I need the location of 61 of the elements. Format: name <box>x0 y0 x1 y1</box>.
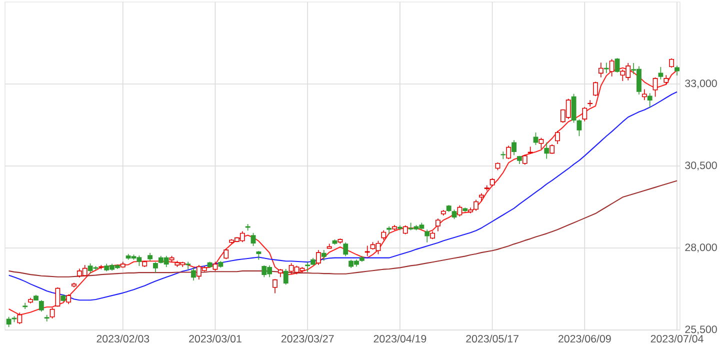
candlestick <box>642 88 647 100</box>
candlestick <box>522 154 528 166</box>
y-tick-label: 30,500 <box>685 162 717 170</box>
candlestick <box>66 294 72 304</box>
x-tick-label: 2023/03/27 <box>281 334 334 343</box>
candlestick <box>576 119 582 137</box>
candlestick <box>664 74 669 86</box>
candlestick <box>512 140 516 156</box>
candlestick <box>153 262 158 273</box>
candlestick <box>588 100 593 108</box>
y-tick-label: 28,000 <box>685 244 717 252</box>
candlestick <box>604 62 609 74</box>
candlestick <box>50 307 55 319</box>
x-tick-label: 2023/05/17 <box>466 334 518 343</box>
x-tick-label: 2023/04/19 <box>374 334 426 343</box>
candlestick <box>555 130 560 144</box>
y-tick-label: 33,000 <box>685 80 717 88</box>
candlestick <box>544 142 550 160</box>
candlestick <box>474 199 478 212</box>
candlestick <box>272 278 278 294</box>
candlestick <box>283 268 288 286</box>
candlestick <box>593 81 598 97</box>
candlestick <box>386 226 392 235</box>
candlestick <box>658 66 664 80</box>
candlestick <box>22 302 28 310</box>
candlestick <box>436 218 440 232</box>
candlestick <box>538 137 544 150</box>
candlestick <box>647 92 652 108</box>
y-tick-label: 25,500 <box>685 326 717 334</box>
candlestick <box>343 242 348 257</box>
candlestick <box>191 267 196 281</box>
candlestick <box>6 316 12 328</box>
candlestick <box>598 62 604 78</box>
candlestick <box>38 300 44 312</box>
candlestick <box>550 144 555 154</box>
x-tick-label: 2023/03/01 <box>189 334 242 343</box>
candlestick <box>652 77 658 98</box>
candlestick <box>381 230 386 241</box>
candlestick <box>452 209 457 220</box>
candlestick <box>250 232 256 246</box>
candlestick <box>674 65 680 76</box>
candlestick <box>506 145 512 160</box>
candlestick <box>424 229 430 243</box>
candlestick <box>17 312 22 324</box>
candlestick <box>582 106 588 122</box>
candlestick <box>55 286 60 308</box>
candlestick <box>224 248 229 260</box>
candlestick <box>364 245 370 257</box>
candlestick <box>609 58 614 77</box>
candlestick <box>614 58 620 73</box>
candlestick <box>186 261 191 270</box>
candlestick <box>321 250 326 262</box>
candlestick <box>533 132 538 146</box>
x-tick-label: 2023/06/09 <box>558 334 611 343</box>
x-tick-label: 2023/07/04 <box>650 334 704 343</box>
candlestick <box>571 93 576 124</box>
candlestick <box>457 204 462 217</box>
candlestick <box>669 58 674 68</box>
candlestick <box>316 250 321 266</box>
candlestick <box>212 261 218 272</box>
x-tick-label: 2023/02/03 <box>96 334 150 343</box>
